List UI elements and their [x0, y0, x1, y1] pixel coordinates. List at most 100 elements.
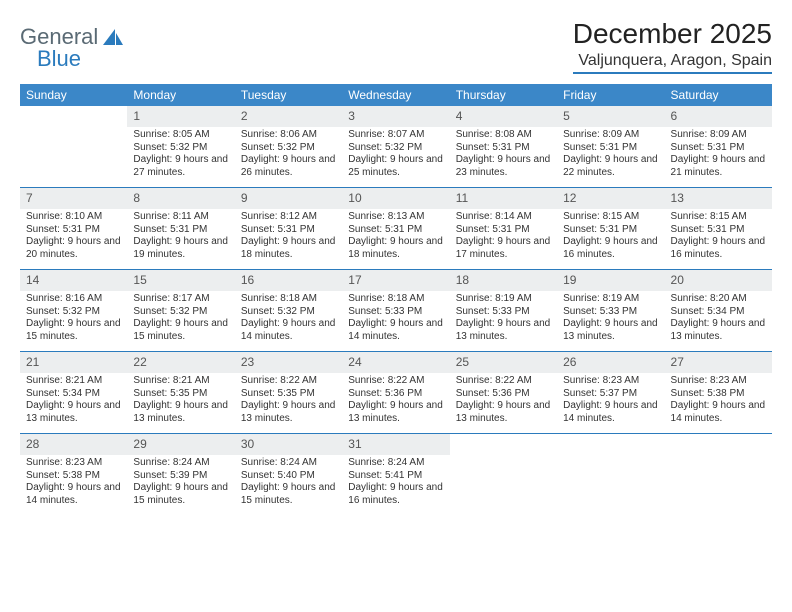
sunset: Sunset: 5:38 PM	[671, 388, 766, 401]
day-cell: Sunrise: 8:16 AMSunset: 5:32 PMDaylight:…	[20, 291, 127, 352]
day-cell: Sunrise: 8:24 AMSunset: 5:40 PMDaylight:…	[235, 455, 342, 515]
day-cell: Sunrise: 8:24 AMSunset: 5:39 PMDaylight:…	[127, 455, 234, 515]
sunrise: Sunrise: 8:16 AM	[26, 293, 121, 306]
day-cell	[665, 455, 772, 515]
day-cell: Sunrise: 8:19 AMSunset: 5:33 PMDaylight:…	[557, 291, 664, 352]
location: Valjunquera, Aragon, Spain	[573, 52, 772, 70]
day-number: 4	[450, 106, 557, 127]
daylight: Daylight: 9 hours and 18 minutes.	[348, 236, 443, 261]
day-cell: Sunrise: 8:05 AMSunset: 5:32 PMDaylight:…	[127, 127, 234, 188]
sunrise: Sunrise: 8:05 AM	[133, 129, 228, 142]
sunrise: Sunrise: 8:15 AM	[563, 211, 658, 224]
detail-row: Sunrise: 8:23 AMSunset: 5:38 PMDaylight:…	[20, 455, 772, 515]
day-number: 26	[557, 352, 664, 374]
sunset: Sunset: 5:41 PM	[348, 470, 443, 483]
sunset: Sunset: 5:31 PM	[563, 224, 658, 237]
sunrise: Sunrise: 8:09 AM	[671, 129, 766, 142]
day-cell: Sunrise: 8:09 AMSunset: 5:31 PMDaylight:…	[557, 127, 664, 188]
sunset: Sunset: 5:31 PM	[241, 224, 336, 237]
sunset: Sunset: 5:33 PM	[348, 306, 443, 319]
sunrise: Sunrise: 8:22 AM	[348, 375, 443, 388]
day-cell: Sunrise: 8:22 AMSunset: 5:36 PMDaylight:…	[342, 373, 449, 434]
day-number: 9	[235, 188, 342, 210]
sunset: Sunset: 5:31 PM	[671, 224, 766, 237]
day-number: 18	[450, 270, 557, 292]
daynum-row: 123456	[20, 106, 772, 127]
day-cell: Sunrise: 8:09 AMSunset: 5:31 PMDaylight:…	[665, 127, 772, 188]
day-cell	[20, 127, 127, 188]
title-rule	[573, 72, 772, 74]
sunset: Sunset: 5:31 PM	[563, 142, 658, 155]
sunrise: Sunrise: 8:23 AM	[563, 375, 658, 388]
col-friday: Friday	[557, 84, 664, 106]
day-number: 16	[235, 270, 342, 292]
day-cell: Sunrise: 8:21 AMSunset: 5:35 PMDaylight:…	[127, 373, 234, 434]
daylight: Daylight: 9 hours and 14 minutes.	[241, 318, 336, 343]
sunset: Sunset: 5:33 PM	[563, 306, 658, 319]
day-cell: Sunrise: 8:17 AMSunset: 5:32 PMDaylight:…	[127, 291, 234, 352]
daylight: Daylight: 9 hours and 18 minutes.	[241, 236, 336, 261]
daylight: Daylight: 9 hours and 15 minutes.	[26, 318, 121, 343]
sunrise: Sunrise: 8:24 AM	[241, 457, 336, 470]
day-number: 12	[557, 188, 664, 210]
header: General December 2025 Valjunquera, Arago…	[20, 18, 772, 74]
sunset: Sunset: 5:34 PM	[26, 388, 121, 401]
logo-text-blue-wrap: Blue	[37, 46, 81, 72]
sunset: Sunset: 5:40 PM	[241, 470, 336, 483]
sunset: Sunset: 5:31 PM	[26, 224, 121, 237]
daylight: Daylight: 9 hours and 22 minutes.	[563, 154, 658, 179]
day-cell: Sunrise: 8:14 AMSunset: 5:31 PMDaylight:…	[450, 209, 557, 270]
detail-row: Sunrise: 8:10 AMSunset: 5:31 PMDaylight:…	[20, 209, 772, 270]
sunset: Sunset: 5:34 PM	[671, 306, 766, 319]
sunset: Sunset: 5:32 PM	[241, 306, 336, 319]
col-saturday: Saturday	[665, 84, 772, 106]
day-number: 22	[127, 352, 234, 374]
day-number: 15	[127, 270, 234, 292]
calendar-body: 123456Sunrise: 8:05 AMSunset: 5:32 PMDay…	[20, 106, 772, 515]
sunrise: Sunrise: 8:24 AM	[133, 457, 228, 470]
sunrise: Sunrise: 8:19 AM	[456, 293, 551, 306]
daylight: Daylight: 9 hours and 16 minutes.	[671, 236, 766, 261]
daylight: Daylight: 9 hours and 14 minutes.	[563, 400, 658, 425]
sunrise: Sunrise: 8:17 AM	[133, 293, 228, 306]
day-cell: Sunrise: 8:10 AMSunset: 5:31 PMDaylight:…	[20, 209, 127, 270]
day-cell: Sunrise: 8:11 AMSunset: 5:31 PMDaylight:…	[127, 209, 234, 270]
sunset: Sunset: 5:37 PM	[563, 388, 658, 401]
day-cell: Sunrise: 8:22 AMSunset: 5:35 PMDaylight:…	[235, 373, 342, 434]
day-cell: Sunrise: 8:20 AMSunset: 5:34 PMDaylight:…	[665, 291, 772, 352]
daylight: Daylight: 9 hours and 21 minutes.	[671, 154, 766, 179]
day-cell: Sunrise: 8:18 AMSunset: 5:33 PMDaylight:…	[342, 291, 449, 352]
day-number: 1	[127, 106, 234, 127]
daylight: Daylight: 9 hours and 13 minutes.	[456, 400, 551, 425]
day-number: 23	[235, 352, 342, 374]
sunrise: Sunrise: 8:14 AM	[456, 211, 551, 224]
col-thursday: Thursday	[450, 84, 557, 106]
sunrise: Sunrise: 8:13 AM	[348, 211, 443, 224]
day-number: 30	[235, 434, 342, 456]
daylight: Daylight: 9 hours and 13 minutes.	[26, 400, 121, 425]
day-number: 13	[665, 188, 772, 210]
day-cell	[450, 455, 557, 515]
day-number: 29	[127, 434, 234, 456]
sunset: Sunset: 5:33 PM	[456, 306, 551, 319]
sunrise: Sunrise: 8:09 AM	[563, 129, 658, 142]
daylight: Daylight: 9 hours and 13 minutes.	[133, 400, 228, 425]
daylight: Daylight: 9 hours and 13 minutes.	[563, 318, 658, 343]
sunset: Sunset: 5:36 PM	[348, 388, 443, 401]
day-cell: Sunrise: 8:07 AMSunset: 5:32 PMDaylight:…	[342, 127, 449, 188]
sunrise: Sunrise: 8:19 AM	[563, 293, 658, 306]
col-sunday: Sunday	[20, 84, 127, 106]
daylight: Daylight: 9 hours and 13 minutes.	[348, 400, 443, 425]
day-cell: Sunrise: 8:15 AMSunset: 5:31 PMDaylight:…	[665, 209, 772, 270]
sunrise: Sunrise: 8:18 AM	[241, 293, 336, 306]
day-cell: Sunrise: 8:15 AMSunset: 5:31 PMDaylight:…	[557, 209, 664, 270]
sunrise: Sunrise: 8:21 AM	[133, 375, 228, 388]
col-tuesday: Tuesday	[235, 84, 342, 106]
day-cell: Sunrise: 8:22 AMSunset: 5:36 PMDaylight:…	[450, 373, 557, 434]
daynum-row: 28293031	[20, 434, 772, 456]
sail-icon	[101, 27, 125, 47]
daynum-row: 21222324252627	[20, 352, 772, 374]
day-cell	[557, 455, 664, 515]
day-cell: Sunrise: 8:19 AMSunset: 5:33 PMDaylight:…	[450, 291, 557, 352]
sunset: Sunset: 5:35 PM	[241, 388, 336, 401]
